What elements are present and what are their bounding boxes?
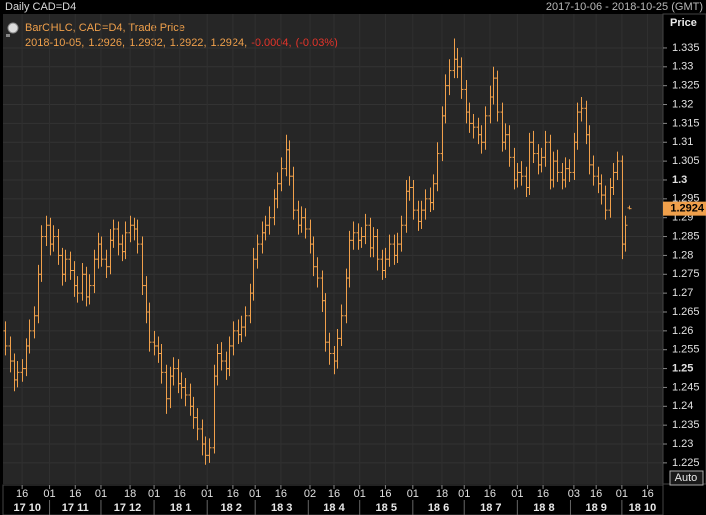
x-tick-label: 01 xyxy=(201,488,213,500)
y-tick-label: 1.265 xyxy=(672,306,700,318)
y-tick-label: 1.235 xyxy=(672,419,700,431)
y-tick-label: 1.33 xyxy=(672,61,693,73)
x-tick-label: 01 xyxy=(95,488,107,500)
x-tick-label: 16 xyxy=(174,488,186,500)
x-tick-label: 01 xyxy=(354,488,366,500)
y-tick-label: 1.31 xyxy=(672,136,693,148)
x-tick-label: 16 xyxy=(484,488,496,500)
x-tick-label: 16 xyxy=(16,488,28,500)
series-icon[interactable] xyxy=(7,22,19,34)
x-tick-label: 16 xyxy=(379,488,391,500)
y-tick-label: 1.28 xyxy=(672,249,693,261)
y-tick-label: 1.27 xyxy=(672,287,693,299)
x-tick-label: 16 xyxy=(275,488,287,500)
month-label: 18 2 xyxy=(220,502,241,514)
x-tick-label: 18 xyxy=(124,488,136,500)
legend-values: 2018-10-05, 1.2926, 1.2932, 1.2922, 1.2924, -… xyxy=(25,37,338,49)
auto-button-label[interactable]: Auto xyxy=(675,472,698,484)
y-tick-label: 1.26 xyxy=(672,325,693,337)
legend-value: 2018-10-05 xyxy=(25,37,81,49)
y-axis-title: Price xyxy=(670,17,697,29)
y-tick-label: 1.325 xyxy=(672,80,700,92)
month-label: 17 11 xyxy=(62,502,89,514)
x-tick-label: 16 xyxy=(641,488,653,500)
x-tick-label: 16 xyxy=(328,488,340,500)
x-tick-label: 01 xyxy=(407,488,419,500)
y-axis-area xyxy=(662,13,706,485)
x-tick-label: 02 xyxy=(304,488,316,500)
y-tick-label: 1.3 xyxy=(672,174,687,186)
y-tick-label: 1.245 xyxy=(672,381,700,393)
x-axis-area xyxy=(2,484,664,515)
auto-button[interactable] xyxy=(669,470,704,486)
y-tick-label: 1.25 xyxy=(672,362,693,374)
x-tick-label: 01 xyxy=(458,488,470,500)
y-tick-label: 1.275 xyxy=(672,268,700,280)
month-label: 18 9 xyxy=(585,502,606,514)
x-tick-label: 18 xyxy=(436,488,448,500)
x-tick-label: 01 xyxy=(43,488,55,500)
chart-title: Daily CAD=D4 xyxy=(5,1,76,13)
month-label: 18 1 xyxy=(170,502,191,514)
plot-area xyxy=(3,14,663,484)
month-label: 18 8 xyxy=(533,502,554,514)
legend-separator: , xyxy=(81,37,84,49)
legend-separator: , xyxy=(244,37,247,49)
y-tick-label: 1.255 xyxy=(672,344,700,356)
legend-separator: , xyxy=(122,37,125,49)
y-tick-label: 1.335 xyxy=(672,42,700,54)
month-label: 18 6 xyxy=(428,502,449,514)
legend-separator: , xyxy=(163,37,166,49)
legend-value: 1.2926 xyxy=(88,37,122,49)
x-tick-label: 16 xyxy=(69,488,81,500)
month-label: 18 4 xyxy=(323,502,345,514)
x-tick-label: 01 xyxy=(249,488,261,500)
month-label: 17 12 xyxy=(114,502,142,514)
x-tick-label: 01 xyxy=(511,488,523,500)
last-price-label: 1.2924 xyxy=(670,203,705,215)
y-tick-label: 1.305 xyxy=(672,155,700,167)
legend-separator: , xyxy=(203,37,206,49)
legend-value: (-0.03%) xyxy=(296,37,338,49)
x-tick-label: 01 xyxy=(148,488,160,500)
y-tick-label: 1.24 xyxy=(672,400,693,412)
x-tick-label: 16 xyxy=(227,488,239,500)
series-icon-base xyxy=(6,34,10,37)
legend-value: 1.2922 xyxy=(170,37,204,49)
x-tick-label: 16 xyxy=(537,488,549,500)
y-tick-label: 1.225 xyxy=(672,457,700,469)
legend-separator: , xyxy=(289,37,292,49)
last-price-tag xyxy=(663,201,706,216)
y-tick-label: 1.23 xyxy=(672,438,693,450)
month-label: 17 10 xyxy=(14,502,42,514)
x-tick-label: 01 xyxy=(616,488,628,500)
legend-name: BarOHLC, CAD=D4, Trade Price xyxy=(25,22,185,34)
y-tick-label: 1.32 xyxy=(672,98,693,110)
legend-value: -0.0004 xyxy=(251,37,288,49)
month-label: 18 3 xyxy=(271,502,292,514)
y-tick-label: 1.315 xyxy=(672,117,700,129)
legend-value: 1.2924 xyxy=(211,37,245,49)
date-range: 2017-10-06 - 2018-10-25 (GMT) xyxy=(546,1,703,13)
x-tick-label: 16 xyxy=(590,488,602,500)
month-label: 18 10 xyxy=(629,502,657,514)
month-label: 18 7 xyxy=(480,502,501,514)
legend-value: 1.2932 xyxy=(129,37,163,49)
y-tick-label: 1.285 xyxy=(672,230,700,242)
x-tick-label: 03 xyxy=(568,488,580,500)
month-label: 18 5 xyxy=(376,502,397,514)
